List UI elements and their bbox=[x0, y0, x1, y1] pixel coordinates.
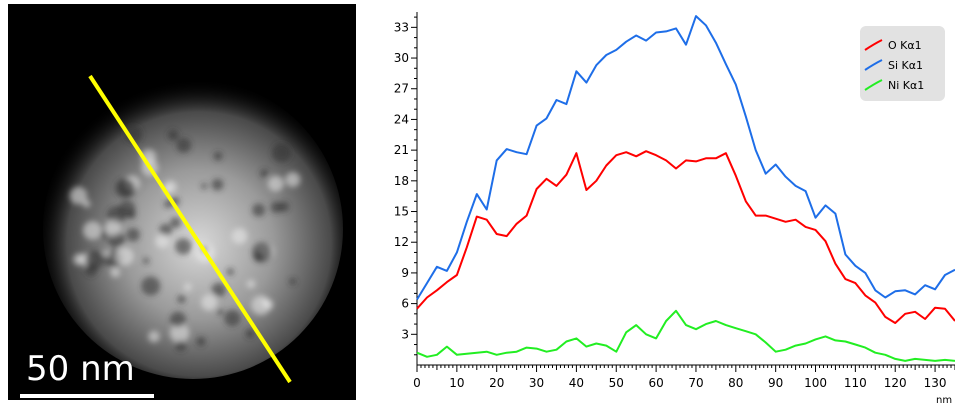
x-tick-label: 100 bbox=[804, 376, 827, 390]
line-scan-path bbox=[88, 74, 292, 384]
legend-entry-label: O Kα1 bbox=[888, 39, 922, 52]
bright-domain bbox=[267, 175, 284, 192]
dark-pore bbox=[170, 217, 181, 229]
y-tick-label: 18 bbox=[394, 174, 409, 188]
dark-pore bbox=[278, 201, 290, 212]
dark-pore bbox=[114, 178, 135, 199]
legend-box bbox=[860, 26, 945, 101]
series-lines bbox=[416, 15, 955, 362]
chart-legend: O Kα1 Si Kα1 Ni Kα1 bbox=[860, 26, 945, 101]
stem-micrograph: 50 nm bbox=[8, 4, 356, 400]
dark-pore bbox=[175, 238, 192, 255]
dark-pore bbox=[245, 328, 255, 339]
dark-pore bbox=[164, 200, 172, 208]
dark-pore bbox=[159, 223, 173, 237]
bright-domain bbox=[246, 279, 256, 289]
y-tick-label: 6 bbox=[401, 297, 409, 311]
dark-pore bbox=[177, 295, 186, 304]
bright-domain bbox=[103, 249, 111, 257]
dark-pore bbox=[252, 203, 266, 217]
x-tick-label: 30 bbox=[529, 376, 544, 390]
bright-domain bbox=[73, 253, 85, 266]
dark-pore bbox=[252, 242, 272, 263]
y-tick-label: 15 bbox=[394, 205, 409, 219]
dark-pore bbox=[271, 143, 292, 163]
x-tick-label: 10 bbox=[449, 376, 464, 390]
dark-pore bbox=[196, 336, 206, 347]
y-tick-label: 21 bbox=[394, 143, 409, 157]
bright-domain bbox=[183, 283, 192, 292]
scale-bar-label: 50 nm bbox=[26, 349, 135, 389]
bright-domain bbox=[169, 323, 190, 344]
x-tick-label: 70 bbox=[688, 376, 703, 390]
dark-pore bbox=[142, 257, 150, 265]
bright-domain bbox=[201, 294, 218, 311]
series-line-si bbox=[416, 15, 955, 301]
dark-pore bbox=[224, 309, 241, 327]
x-tick-label: 120 bbox=[884, 376, 907, 390]
dark-pore bbox=[226, 268, 234, 276]
x-tick-label: 110 bbox=[844, 376, 867, 390]
bright-domain bbox=[104, 219, 122, 236]
bright-domain bbox=[155, 234, 170, 249]
dark-pore bbox=[201, 183, 208, 190]
x-tick-label: 20 bbox=[489, 376, 504, 390]
legend-entry-label: Ni Kα1 bbox=[888, 79, 924, 92]
x-tick-label: 90 bbox=[768, 376, 783, 390]
y-tick-label: 12 bbox=[394, 235, 409, 249]
legend-entry-label: Si Kα1 bbox=[888, 59, 923, 72]
dark-pore bbox=[126, 209, 136, 220]
x-tick-label: 50 bbox=[609, 376, 624, 390]
dark-pore bbox=[211, 282, 226, 298]
y-axis-ticks: 3 6 9 12 15 18 21 24 27 30 33 bbox=[394, 16, 417, 356]
dark-pore bbox=[270, 201, 282, 213]
dark-pore bbox=[126, 228, 140, 242]
y-tick-label: 33 bbox=[394, 20, 409, 34]
x-tick-label: 60 bbox=[648, 376, 663, 390]
y-tick-label: 30 bbox=[394, 51, 409, 65]
x-tick-label: 0 bbox=[413, 376, 421, 390]
dark-pore bbox=[211, 178, 224, 191]
y-tick-label: 9 bbox=[401, 266, 409, 280]
dark-pore bbox=[169, 311, 186, 328]
bright-domain bbox=[251, 295, 271, 316]
legend-swatch bbox=[864, 59, 883, 71]
pore-texture bbox=[69, 125, 301, 352]
x-axis-unit-label: nm bbox=[936, 395, 952, 404]
x-tick-label: 130 bbox=[924, 376, 947, 390]
x-tick-label: 40 bbox=[569, 376, 584, 390]
series-line-ni bbox=[416, 309, 955, 362]
dark-pore bbox=[85, 250, 105, 270]
dark-pore bbox=[175, 340, 187, 352]
bright-domain bbox=[285, 172, 301, 188]
scale-bar bbox=[20, 394, 154, 398]
bright-domain bbox=[115, 247, 134, 266]
series-line-o bbox=[416, 150, 955, 324]
legend-swatch bbox=[864, 39, 883, 51]
bright-domain bbox=[69, 186, 88, 205]
y-tick-label: 3 bbox=[401, 327, 409, 341]
y-tick-label: 27 bbox=[394, 82, 409, 96]
bright-domain bbox=[83, 221, 102, 240]
dark-pore bbox=[216, 308, 224, 316]
y-tick-label: 24 bbox=[394, 112, 409, 126]
x-tick-label: 80 bbox=[728, 376, 743, 390]
dark-pore bbox=[167, 129, 179, 141]
dark-pore bbox=[289, 278, 297, 285]
bright-domain bbox=[231, 228, 248, 245]
dark-pore bbox=[213, 151, 223, 161]
dark-pore bbox=[176, 137, 192, 153]
bright-domain bbox=[148, 330, 160, 343]
legend-swatch bbox=[864, 79, 883, 91]
x-axis-ticks: 0 10 20 30 40 50 60 70 80 90 100 110 120 130 bbox=[413, 365, 955, 390]
line-profile-chart: 3 6 9 12 15 18 21 24 27 30 33 0 10 20 30 40 50 60 70 80 90 1… bbox=[394, 12, 955, 404]
dark-pore bbox=[141, 276, 161, 296]
dark-pore bbox=[260, 169, 269, 178]
bright-domain bbox=[110, 267, 121, 278]
